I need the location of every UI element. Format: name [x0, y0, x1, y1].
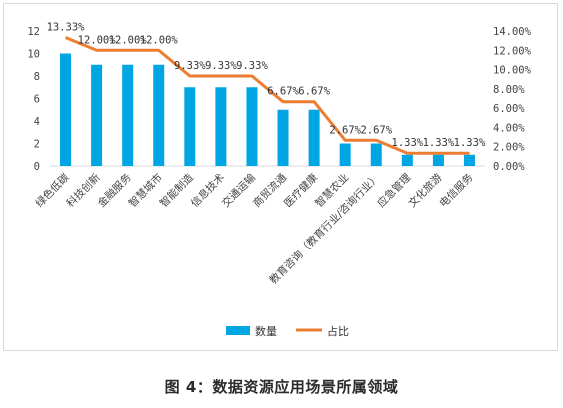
data-label: 1.33% — [454, 137, 486, 149]
data-label: 2.67% — [329, 124, 361, 136]
y-left-tick-label: 10 — [27, 49, 40, 61]
bar — [246, 87, 258, 166]
legend: 数量 占比 — [226, 324, 349, 338]
data-label: 6.67% — [267, 86, 299, 98]
bar — [401, 154, 413, 166]
y-right-tick-label: 0.00% — [493, 161, 525, 173]
data-label: 13.33% — [47, 21, 86, 33]
y-right-tick-label: 12.00% — [493, 45, 532, 57]
legend-bar-label: 数量 — [255, 325, 277, 338]
bar — [184, 87, 196, 166]
line-series — [64, 36, 470, 155]
data-label: 1.33% — [392, 137, 424, 149]
data-label: 9.33% — [236, 60, 268, 72]
category-label: 电信服务 — [437, 171, 476, 210]
chart-svg: 0 2 4 6 8 10 12 0.00% 2.00% 4.00% 6.00% 8.00% 10.00%… — [27, 21, 531, 338]
figure-caption: 图 4：数据资源应用场景所属领域 — [164, 378, 399, 396]
data-label: 6.67% — [298, 86, 330, 98]
y-left-tick-label: 0 — [34, 161, 40, 173]
data-label: 12.00% — [109, 34, 148, 46]
bar — [91, 64, 103, 166]
bar — [432, 154, 444, 166]
bar — [339, 143, 351, 166]
category-label: 教育咨询（教育行业/咨询行业） — [267, 171, 383, 287]
chart-frame: 0 2 4 6 8 10 12 0.00% 2.00% 4.00% 6.00% 8.00% 10.00%… — [3, 3, 558, 351]
y-right-tick-label: 4.00% — [493, 122, 525, 134]
y-left-tick-label: 2 — [34, 139, 40, 151]
bar — [370, 143, 382, 166]
y-right-tick-label: 6.00% — [493, 103, 525, 115]
bar — [215, 87, 227, 166]
y-right-tick-label: 14.00% — [493, 26, 532, 38]
y-left-tick-label: 12 — [27, 26, 40, 38]
data-label: 12.00% — [140, 34, 179, 46]
bars — [60, 53, 475, 166]
data-labels: 13.33%12.00%12.00%12.00%9.33% 9.33% 9.33%6… — [47, 21, 486, 149]
legend-bar-swatch — [226, 326, 250, 335]
axes: 0 2 4 6 8 10 12 0.00% 2.00% 4.00% 6.00% 8.00% 10.00%… — [27, 26, 531, 173]
y-right-tick-label: 2.00% — [493, 142, 525, 154]
y-left-tick-label: 4 — [34, 116, 40, 128]
bar — [277, 109, 289, 166]
category-labels: 绿色低碳科技创新金融服务智慧城市智能制造信息技术交通运输商贸流通医疗健康智慧农业… — [33, 171, 476, 287]
y-right-tick-label: 8.00% — [493, 84, 525, 96]
data-label: 9.33% — [174, 60, 206, 72]
legend-line-label: 占比 — [327, 324, 349, 338]
y-left-tick-label: 6 — [34, 94, 40, 106]
bar — [463, 154, 475, 166]
bar — [308, 109, 320, 166]
data-label: 1.33% — [423, 137, 455, 149]
bar — [122, 64, 134, 166]
bar — [60, 53, 72, 166]
data-label: 9.33% — [205, 60, 237, 72]
bar — [153, 64, 165, 166]
line-path — [64, 36, 470, 155]
y-right-tick-label: 10.00% — [493, 65, 532, 77]
data-label: 12.00% — [78, 34, 117, 46]
y-left-tick-label: 8 — [34, 71, 40, 83]
data-label: 2.67% — [360, 124, 392, 136]
